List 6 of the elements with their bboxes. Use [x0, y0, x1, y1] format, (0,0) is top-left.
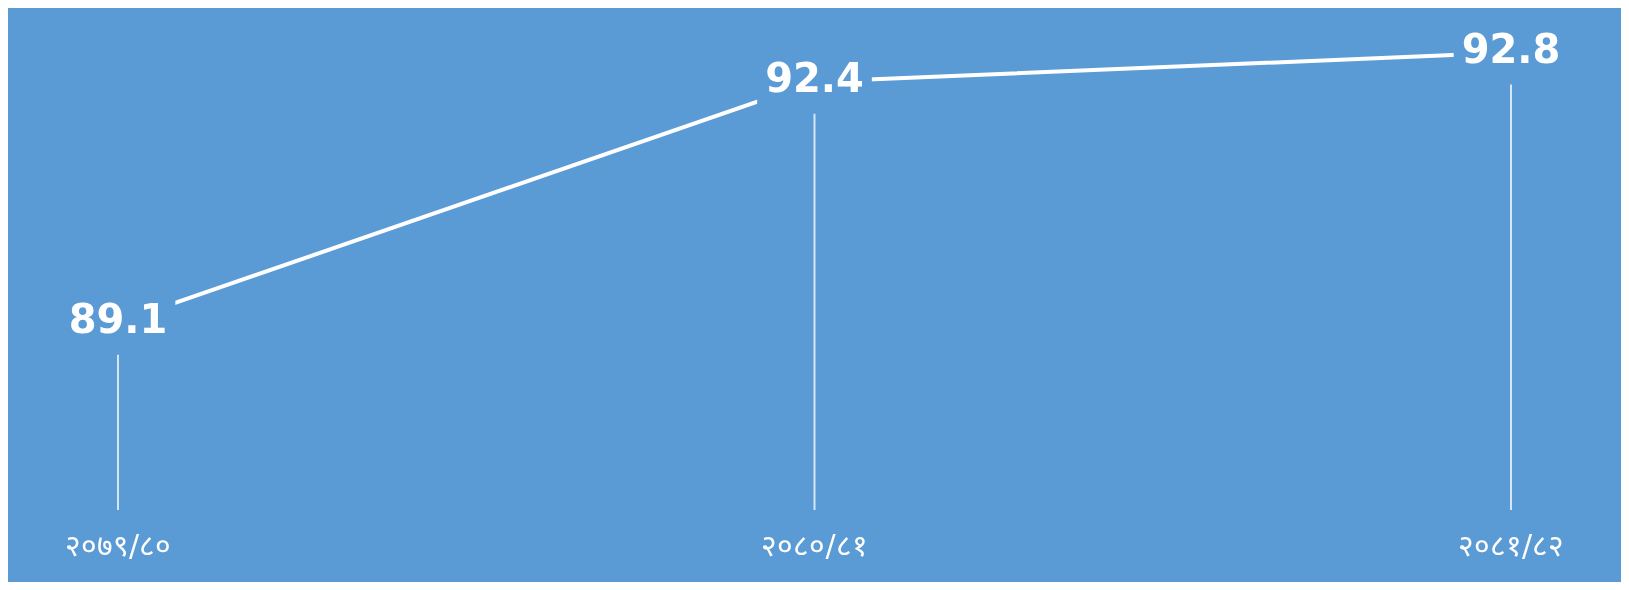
data-label: 92.4: [765, 55, 864, 102]
data-label: 89.1: [68, 296, 168, 343]
x-tick-label: २०८०/८१: [761, 527, 868, 563]
x-tick-label: २०८१/८२: [1457, 527, 1565, 563]
data-label: 92.8: [1461, 25, 1561, 72]
x-tick-label: २०७९/८०: [64, 527, 172, 563]
